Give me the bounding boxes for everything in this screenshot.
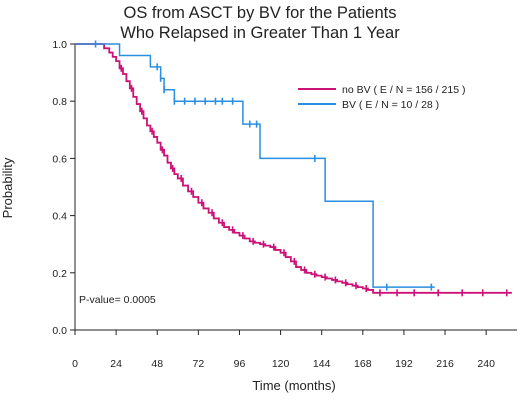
x-tick-label-4: 96 <box>234 358 246 370</box>
x-tick-label-7: 168 <box>354 358 372 370</box>
x-tick-label-5: 120 <box>272 358 290 370</box>
x-tick-label-8: 192 <box>395 358 413 370</box>
chart-title-line-1: OS from ASCT by BV for the Patients <box>124 4 397 22</box>
y-tick-label-5: 1.0 <box>52 39 67 51</box>
y-tick-label-4: 0.8 <box>52 96 67 108</box>
y-axis-label: Probability <box>0 157 15 218</box>
x-tick-label-6: 144 <box>313 358 331 370</box>
y-tick-label-0: 0.0 <box>52 325 67 337</box>
y-tick-label-2: 0.4 <box>52 211 67 223</box>
legend-label-bv: BV ( E / N = 10 / 28 ) <box>342 99 439 111</box>
x-tick-label-10: 240 <box>477 358 495 370</box>
plot-area: 0.0 0.2 0.4 0.6 0.8 1.0 0 24 48 72 96 120 144 168 192 2… <box>52 39 517 370</box>
series-0-line <box>75 43 512 294</box>
x-tick-label-3: 72 <box>193 358 205 370</box>
x-tick-label-0: 0 <box>72 358 78 370</box>
p-value-annotation: P-value= 0.0005 <box>79 294 156 306</box>
x-tick-label-1: 24 <box>110 358 122 370</box>
legend-label-no-bv: no BV ( E / N = 156 / 215 ) <box>342 84 465 96</box>
x-tick-label-2: 48 <box>151 358 163 370</box>
x-axis-label: Time (months) <box>252 378 335 393</box>
legend: no BV ( E / N = 156 / 215 ) BV ( E / N =… <box>298 84 465 111</box>
chart-title-line-2: Who Relapsed in Greater Than 1 Year <box>120 24 400 42</box>
x-tick-label-9: 216 <box>436 358 454 370</box>
y-tick-label-3: 0.6 <box>52 153 67 165</box>
y-tick-label-1: 0.2 <box>52 268 67 280</box>
